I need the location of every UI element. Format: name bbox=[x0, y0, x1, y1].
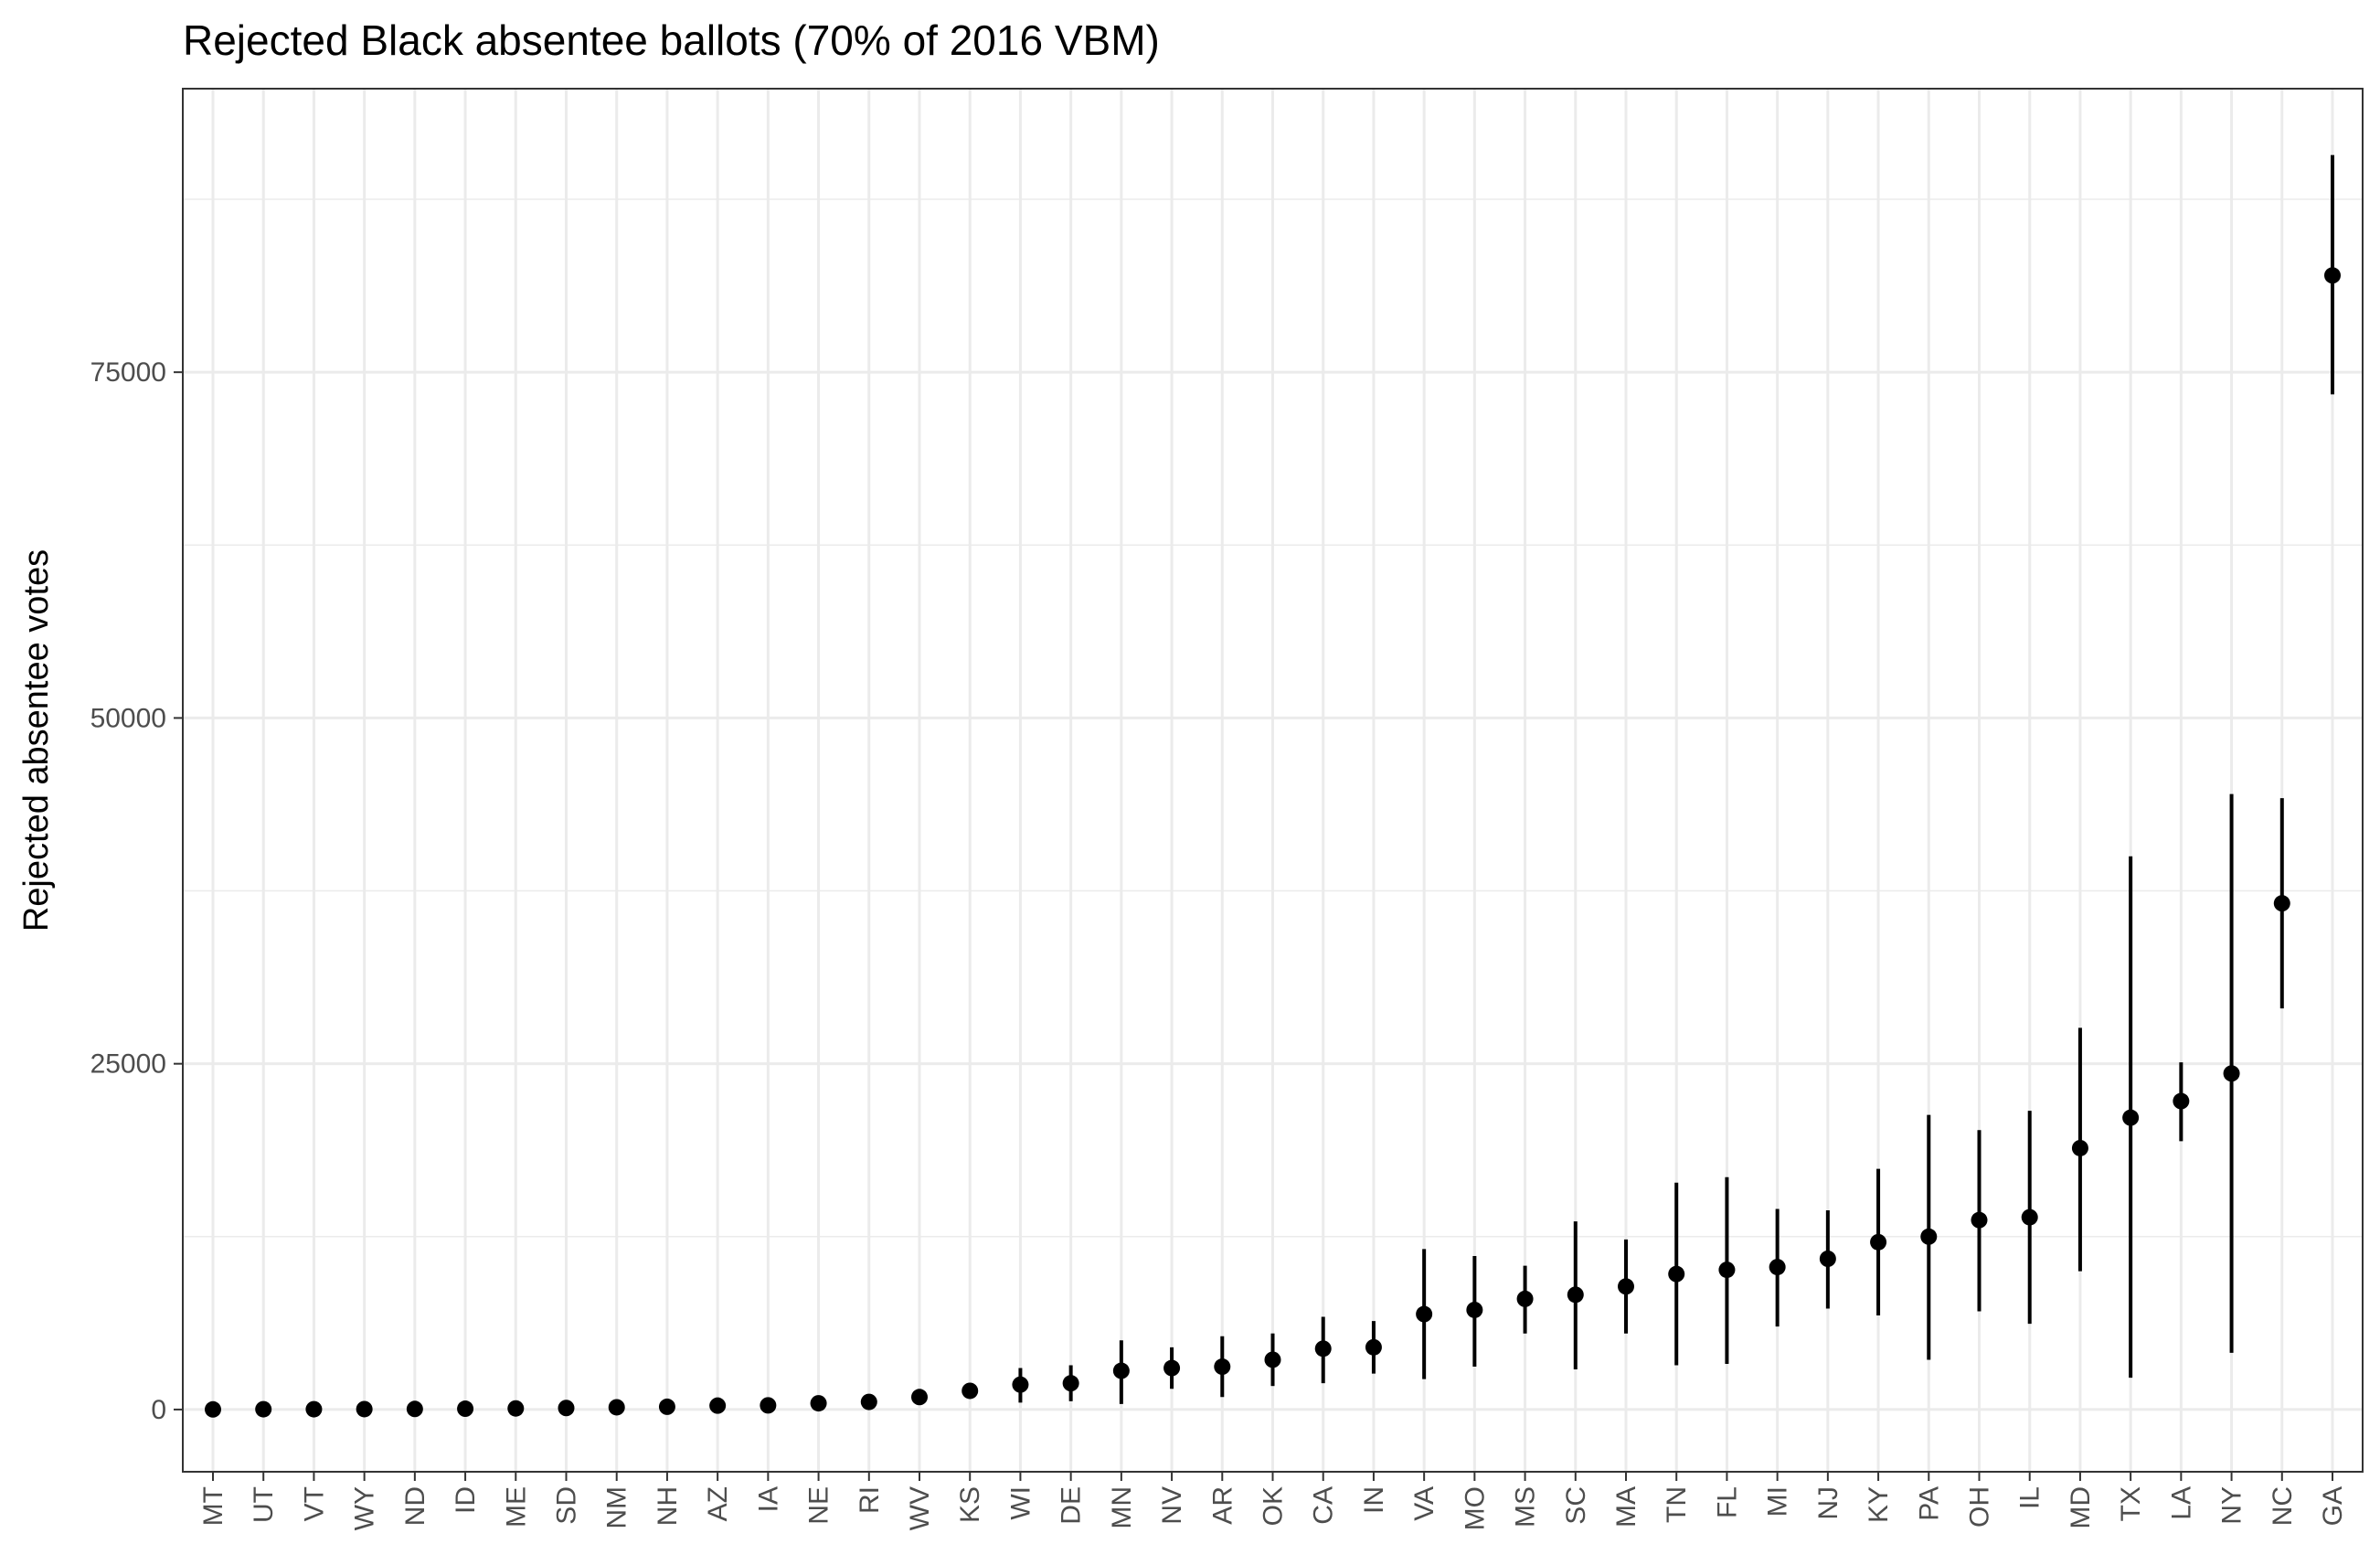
data-point-sc bbox=[1567, 1286, 1584, 1304]
x-tick-label-ok: OK bbox=[1259, 1486, 1289, 1526]
x-tick-label-id: ID bbox=[451, 1486, 481, 1514]
data-point-az bbox=[709, 1397, 727, 1414]
data-point-ut bbox=[255, 1400, 272, 1418]
data-point-ks bbox=[962, 1382, 979, 1400]
x-axis-ticks: MT UT VT WY ND ID ME SD NM NH AZ IA NE RI WV KS WI DE MN NV… bbox=[198, 1472, 2348, 1530]
x-tick-label-va: VA bbox=[1409, 1486, 1440, 1521]
data-point-fl bbox=[1718, 1262, 1736, 1279]
data-point-il bbox=[2021, 1208, 2038, 1226]
data-point-ny bbox=[2223, 1065, 2240, 1082]
data-point-vt bbox=[305, 1400, 323, 1418]
x-tick-label-nc: NC bbox=[2268, 1486, 2298, 1526]
x-tick-label-ut: UT bbox=[249, 1486, 279, 1523]
data-point-ma bbox=[1618, 1278, 1634, 1295]
y-tick-label: 75000 bbox=[90, 357, 166, 388]
chart-title: Rejected Black absentee ballots (70% of … bbox=[183, 16, 1160, 64]
data-point-ca bbox=[1314, 1340, 1332, 1357]
data-point-ne bbox=[810, 1395, 827, 1412]
data-point-ky bbox=[1870, 1233, 1887, 1251]
data-point-ia bbox=[760, 1397, 777, 1414]
x-tick-label-pa: PA bbox=[1914, 1486, 1944, 1521]
data-point-nh bbox=[658, 1398, 675, 1415]
data-point-nv bbox=[1163, 1359, 1181, 1377]
data-points bbox=[205, 267, 2341, 1418]
x-tick-label-il: IL bbox=[2015, 1486, 2045, 1509]
x-tick-label-ma: MA bbox=[1611, 1486, 1642, 1528]
x-tick-label-wi: WI bbox=[1005, 1486, 1036, 1520]
data-point-in bbox=[1365, 1338, 1382, 1356]
data-point-md bbox=[2071, 1139, 2088, 1156]
data-point-va bbox=[1416, 1305, 1433, 1323]
x-tick-label-mn: MN bbox=[1107, 1486, 1137, 1529]
data-point-ms bbox=[1516, 1290, 1534, 1307]
x-tick-label-nd: ND bbox=[400, 1486, 430, 1526]
data-point-mt bbox=[205, 1400, 221, 1418]
data-point-pa bbox=[1920, 1228, 1938, 1245]
data-point-tx bbox=[2122, 1109, 2140, 1126]
x-tick-label-in: IN bbox=[1359, 1486, 1389, 1514]
x-tick-label-tx: TX bbox=[2116, 1486, 2146, 1521]
x-tick-label-oh: OH bbox=[1965, 1486, 1995, 1528]
data-point-mi bbox=[1769, 1259, 1786, 1276]
x-tick-label-md: MD bbox=[2066, 1486, 2096, 1529]
x-tick-label-nv: NV bbox=[1157, 1486, 1187, 1525]
data-point-oh bbox=[1971, 1211, 1988, 1229]
x-tick-label-ar: AR bbox=[1207, 1486, 1238, 1525]
x-tick-label-nm: NM bbox=[602, 1486, 632, 1529]
x-tick-label-la: LA bbox=[2166, 1486, 2196, 1520]
data-point-nj bbox=[1819, 1250, 1836, 1267]
x-tick-label-fl: FL bbox=[1712, 1486, 1742, 1518]
x-tick-label-nh: NH bbox=[653, 1486, 683, 1526]
x-tick-label-sc: SC bbox=[1561, 1486, 1591, 1525]
x-tick-label-nj: NJ bbox=[1813, 1486, 1843, 1520]
y-tick-label: 50000 bbox=[90, 703, 166, 733]
x-tick-label-de: DE bbox=[1057, 1486, 1087, 1525]
x-tick-label-wv: WV bbox=[905, 1486, 935, 1530]
x-tick-label-tn: TN bbox=[1662, 1486, 1692, 1523]
data-point-sd bbox=[558, 1400, 575, 1417]
x-tick-label-ca: CA bbox=[1309, 1486, 1339, 1525]
data-point-ga bbox=[2324, 267, 2341, 284]
x-tick-label-sd: SD bbox=[552, 1486, 582, 1525]
x-tick-label-mo: MO bbox=[1460, 1486, 1490, 1530]
y-tick-label: 0 bbox=[151, 1395, 166, 1425]
data-point-ok bbox=[1264, 1351, 1281, 1368]
data-point-wi bbox=[1012, 1376, 1029, 1393]
x-tick-label-vt: VT bbox=[299, 1486, 329, 1521]
data-point-nd bbox=[406, 1400, 423, 1418]
x-tick-label-ms: MS bbox=[1511, 1486, 1541, 1528]
x-tick-label-az: AZ bbox=[703, 1486, 733, 1521]
data-point-wy bbox=[356, 1400, 373, 1418]
y-tick-label: 25000 bbox=[90, 1049, 166, 1080]
data-point-ri bbox=[860, 1393, 877, 1411]
y-axis-ticks: 0 25000 50000 75000 bbox=[90, 357, 183, 1425]
x-tick-label-mt: MT bbox=[198, 1486, 228, 1526]
x-tick-label-ga: GA bbox=[2318, 1486, 2348, 1526]
x-tick-label-ks: KS bbox=[955, 1486, 985, 1523]
data-point-la bbox=[2173, 1092, 2190, 1110]
x-tick-label-ky: KY bbox=[1864, 1486, 1894, 1523]
x-tick-label-mi: MI bbox=[1763, 1486, 1793, 1517]
data-point-nc bbox=[2273, 895, 2290, 912]
data-point-mn bbox=[1112, 1362, 1130, 1379]
data-point-me bbox=[507, 1400, 525, 1417]
x-tick-label-me: ME bbox=[501, 1486, 531, 1528]
data-point-mo bbox=[1466, 1301, 1483, 1318]
x-tick-label-ny: NY bbox=[2217, 1486, 2247, 1525]
x-tick-label-wy: WY bbox=[350, 1486, 380, 1530]
x-tick-label-ri: RI bbox=[855, 1486, 885, 1514]
data-point-de bbox=[1062, 1375, 1079, 1392]
data-point-wv bbox=[911, 1389, 928, 1406]
data-point-tn bbox=[1668, 1265, 1685, 1283]
x-tick-label-ne: NE bbox=[804, 1486, 834, 1525]
x-tick-label-ia: IA bbox=[753, 1486, 783, 1512]
y-axis-label: Rejected absentee votes bbox=[17, 549, 56, 932]
data-point-id bbox=[457, 1400, 474, 1418]
data-point-nm bbox=[608, 1399, 625, 1416]
data-point-ar bbox=[1214, 1358, 1231, 1376]
